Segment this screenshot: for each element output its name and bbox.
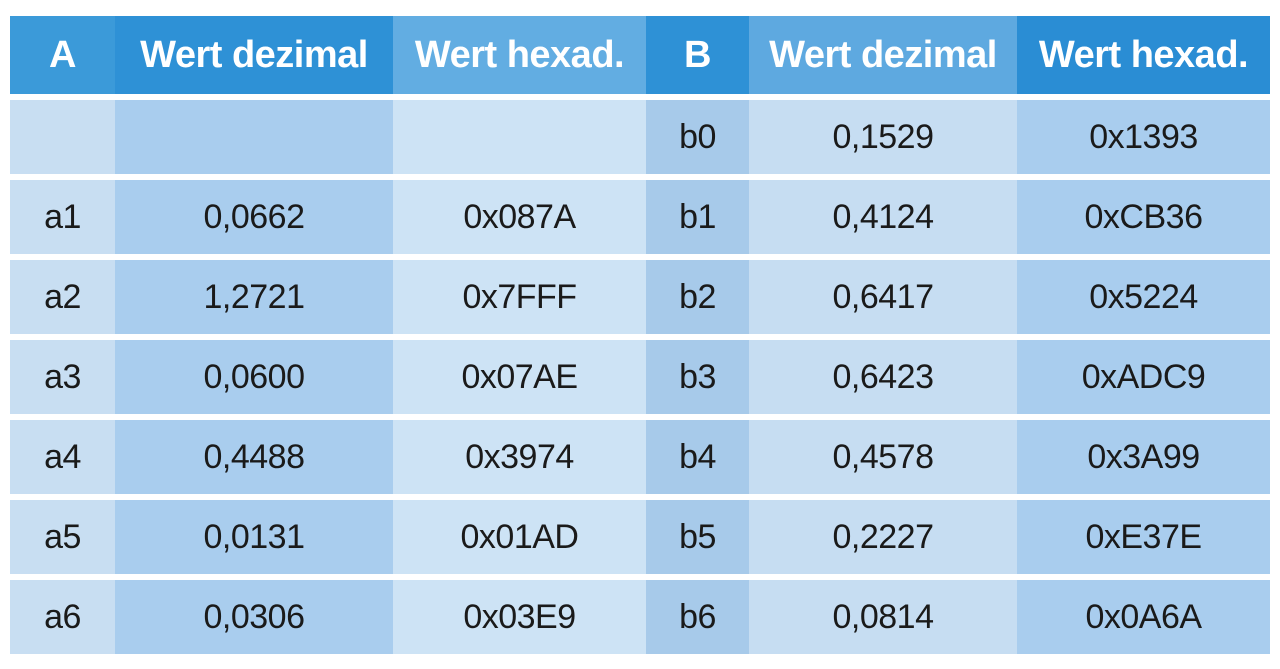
cell-a-hex: 0x07AE <box>393 340 646 414</box>
cell-b-hex: 0xCB36 <box>1017 180 1270 254</box>
cell-a-decimal: 0,0662 <box>115 180 393 254</box>
table-row: a5 0,0131 0x01AD b5 0,2227 0xE37E <box>10 500 1270 574</box>
cell-a-decimal: 0,4488 <box>115 420 393 494</box>
header-b-decimal: Wert dezimal <box>749 16 1017 94</box>
cell-b-decimal: 0,6423 <box>749 340 1017 414</box>
cell-a-decimal: 0,0306 <box>115 580 393 654</box>
cell-b-label: b3 <box>646 340 749 414</box>
cell-a-hex: 0x3974 <box>393 420 646 494</box>
cell-a-label: a6 <box>10 580 115 654</box>
cell-b-label: b4 <box>646 420 749 494</box>
cell-a-hex: 0x03E9 <box>393 580 646 654</box>
coefficient-table-container: A Wert dezimal Wert hexad. B Wert dezima… <box>10 16 1270 656</box>
cell-a-decimal: 0,0600 <box>115 340 393 414</box>
cell-a-hex: 0x7FFF <box>393 260 646 334</box>
table-row: a3 0,0600 0x07AE b3 0,6423 0xADC9 <box>10 340 1270 414</box>
table-row: b0 0,1529 0x1393 <box>10 100 1270 174</box>
header-a: A <box>10 16 115 94</box>
cell-a-hex: 0x01AD <box>393 500 646 574</box>
cell-b-label: b2 <box>646 260 749 334</box>
table-row: a1 0,0662 0x087A b1 0,4124 0xCB36 <box>10 180 1270 254</box>
cell-a-label: a4 <box>10 420 115 494</box>
cell-a-hex <box>393 100 646 174</box>
cell-b-label: b0 <box>646 100 749 174</box>
cell-b-decimal: 0,2227 <box>749 500 1017 574</box>
cell-b-label: b1 <box>646 180 749 254</box>
cell-a-label <box>10 100 115 174</box>
table-header-row: A Wert dezimal Wert hexad. B Wert dezima… <box>10 16 1270 94</box>
cell-b-hex: 0xADC9 <box>1017 340 1270 414</box>
table-row: a2 1,2721 0x7FFF b2 0,6417 0x5224 <box>10 260 1270 334</box>
cell-b-decimal: 0,0814 <box>749 580 1017 654</box>
cell-b-decimal: 0,4578 <box>749 420 1017 494</box>
cell-b-hex: 0x5224 <box>1017 260 1270 334</box>
cell-b-hex: 0xE37E <box>1017 500 1270 574</box>
cell-b-decimal: 0,6417 <box>749 260 1017 334</box>
cell-a-decimal <box>115 100 393 174</box>
cell-b-hex: 0x3A99 <box>1017 420 1270 494</box>
coefficient-table: A Wert dezimal Wert hexad. B Wert dezima… <box>10 10 1270 660</box>
cell-b-hex: 0x0A6A <box>1017 580 1270 654</box>
cell-b-label: b5 <box>646 500 749 574</box>
table-row: a4 0,4488 0x3974 b4 0,4578 0x3A99 <box>10 420 1270 494</box>
header-a-decimal: Wert dezimal <box>115 16 393 94</box>
cell-b-label: b6 <box>646 580 749 654</box>
cell-a-label: a1 <box>10 180 115 254</box>
cell-b-decimal: 0,1529 <box>749 100 1017 174</box>
header-b-hex: Wert hexad. <box>1017 16 1270 94</box>
cell-b-hex: 0x1393 <box>1017 100 1270 174</box>
table-row: a6 0,0306 0x03E9 b6 0,0814 0x0A6A <box>10 580 1270 654</box>
cell-a-label: a5 <box>10 500 115 574</box>
cell-a-decimal: 0,0131 <box>115 500 393 574</box>
header-a-hex: Wert hexad. <box>393 16 646 94</box>
cell-b-decimal: 0,4124 <box>749 180 1017 254</box>
cell-a-label: a3 <box>10 340 115 414</box>
cell-a-hex: 0x087A <box>393 180 646 254</box>
header-b: B <box>646 16 749 94</box>
cell-a-label: a2 <box>10 260 115 334</box>
cell-a-decimal: 1,2721 <box>115 260 393 334</box>
table-body: b0 0,1529 0x1393 a1 0,0662 0x087A b1 0,4… <box>10 100 1270 654</box>
